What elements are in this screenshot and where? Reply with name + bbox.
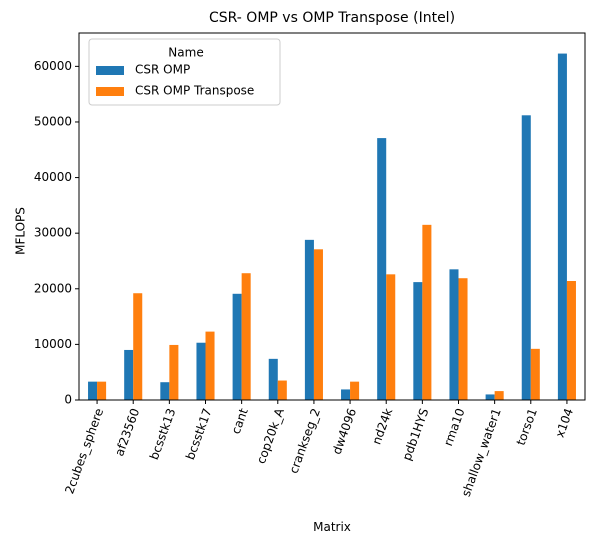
x-tick-label-2cubes_sphere: 2cubes_sphere — [62, 406, 106, 495]
y-axis-label: MFLOPS — [14, 207, 28, 255]
y-tick-label: 50000 — [34, 114, 72, 128]
legend-box — [88, 38, 281, 106]
legend-label-csr-omp: CSR OMP — [135, 63, 190, 77]
bar-csr-omp-torso1 — [521, 115, 531, 400]
y-axis-ticks: 0 10000 20000 30000 40000 50000 60000 — [34, 59, 79, 407]
bar-csr-omp-transpose-rma10 — [458, 278, 468, 400]
x-axis-ticks: 2cubes_sphere af23560 bcsstk13 bcsstk17 cant… — [62, 400, 576, 498]
y-tick-label: 40000 — [34, 170, 72, 184]
bar-csr-omp-af23560 — [124, 349, 134, 400]
x-axis-label: Matrix — [313, 520, 351, 534]
y-tick-label: 20000 — [34, 281, 72, 295]
bar-csr-omp-crankseg_2 — [304, 239, 314, 400]
bar-csr-omp-transpose-af23560 — [133, 293, 143, 400]
chart-title: CSR- OMP vs OMP Transpose (Intel) — [209, 10, 455, 26]
bar-csr-omp-nd24k — [377, 138, 387, 400]
bars-group — [88, 53, 576, 400]
bar-csr-omp-bcsstk17 — [196, 342, 206, 400]
legend: Name CSR OMP CSR OMP Transpose — [88, 38, 281, 106]
bar-csr-omp-2cubes_sphere — [88, 381, 98, 400]
y-tick-label: 30000 — [34, 226, 72, 240]
bar-csr-omp-transpose-crankseg_2 — [313, 249, 323, 400]
bar-csr-omp-cant — [232, 293, 242, 400]
bar-csr-omp-transpose-cant — [241, 273, 251, 400]
y-tick-label: 10000 — [34, 337, 72, 351]
bar-csr-omp-transpose-shallow_water1 — [494, 391, 504, 400]
legend-title: Name — [168, 46, 203, 60]
bar-csr-omp-shallow_water1 — [485, 394, 495, 400]
bar-csr-omp-transpose-torso1 — [530, 348, 540, 400]
x-tick-label-dw4096: dw4096 — [330, 406, 360, 456]
bar-csr-omp-transpose-2cubes_sphere — [97, 381, 107, 400]
x-tick-label-pdb1HYS: pdb1HYS — [400, 406, 432, 462]
bar-csr-omp-cop20k_A — [268, 358, 278, 400]
x-tick-label-nd24k: nd24k — [369, 406, 395, 446]
bar-csr-omp-x104 — [557, 53, 567, 400]
bar-csr-omp-bcsstk13 — [160, 382, 170, 400]
x-tick-label-crankseg_2: crankseg_2 — [287, 406, 324, 475]
legend-label-csr-omp-transpose: CSR OMP Transpose — [135, 84, 254, 98]
x-tick-label-cop20k_A: cop20k_A — [254, 406, 287, 466]
bar-csr-omp-transpose-bcsstk17 — [205, 331, 215, 400]
plot-frame — [78, 32, 586, 401]
bar-csr-omp-transpose-dw4096 — [350, 381, 360, 400]
y-tick-label: 0 — [64, 393, 72, 407]
x-tick-label-cant: cant — [229, 406, 251, 436]
x-tick-label-shallow_water1: shallow_water1 — [459, 406, 504, 498]
bar-csr-omp-rma10 — [449, 269, 459, 400]
bar-csr-omp-transpose-bcsstk13 — [169, 344, 179, 400]
x-tick-label-af23560: af23560 — [112, 406, 142, 458]
bar-csr-omp-transpose-x104 — [566, 281, 576, 400]
legend-swatch-csr-omp-transpose — [96, 87, 124, 96]
bar-csr-omp-pdb1HYS — [413, 282, 423, 400]
bar-csr-omp-transpose-pdb1HYS — [422, 224, 432, 400]
bar-csr-omp-dw4096 — [341, 389, 351, 400]
x-tick-label-bcsstk13: bcsstk13 — [147, 406, 179, 461]
x-tick-label-rma10: rma10 — [441, 406, 468, 447]
bar-csr-omp-transpose-cop20k_A — [277, 380, 287, 400]
x-tick-label-x104: x104 — [553, 406, 576, 439]
y-tick-label: 60000 — [34, 59, 72, 73]
bar-csr-omp-transpose-nd24k — [386, 274, 396, 400]
legend-swatch-csr-omp — [96, 66, 124, 75]
x-tick-label-torso1: torso1 — [514, 406, 540, 447]
x-tick-label-bcsstk17: bcsstk17 — [183, 406, 215, 461]
